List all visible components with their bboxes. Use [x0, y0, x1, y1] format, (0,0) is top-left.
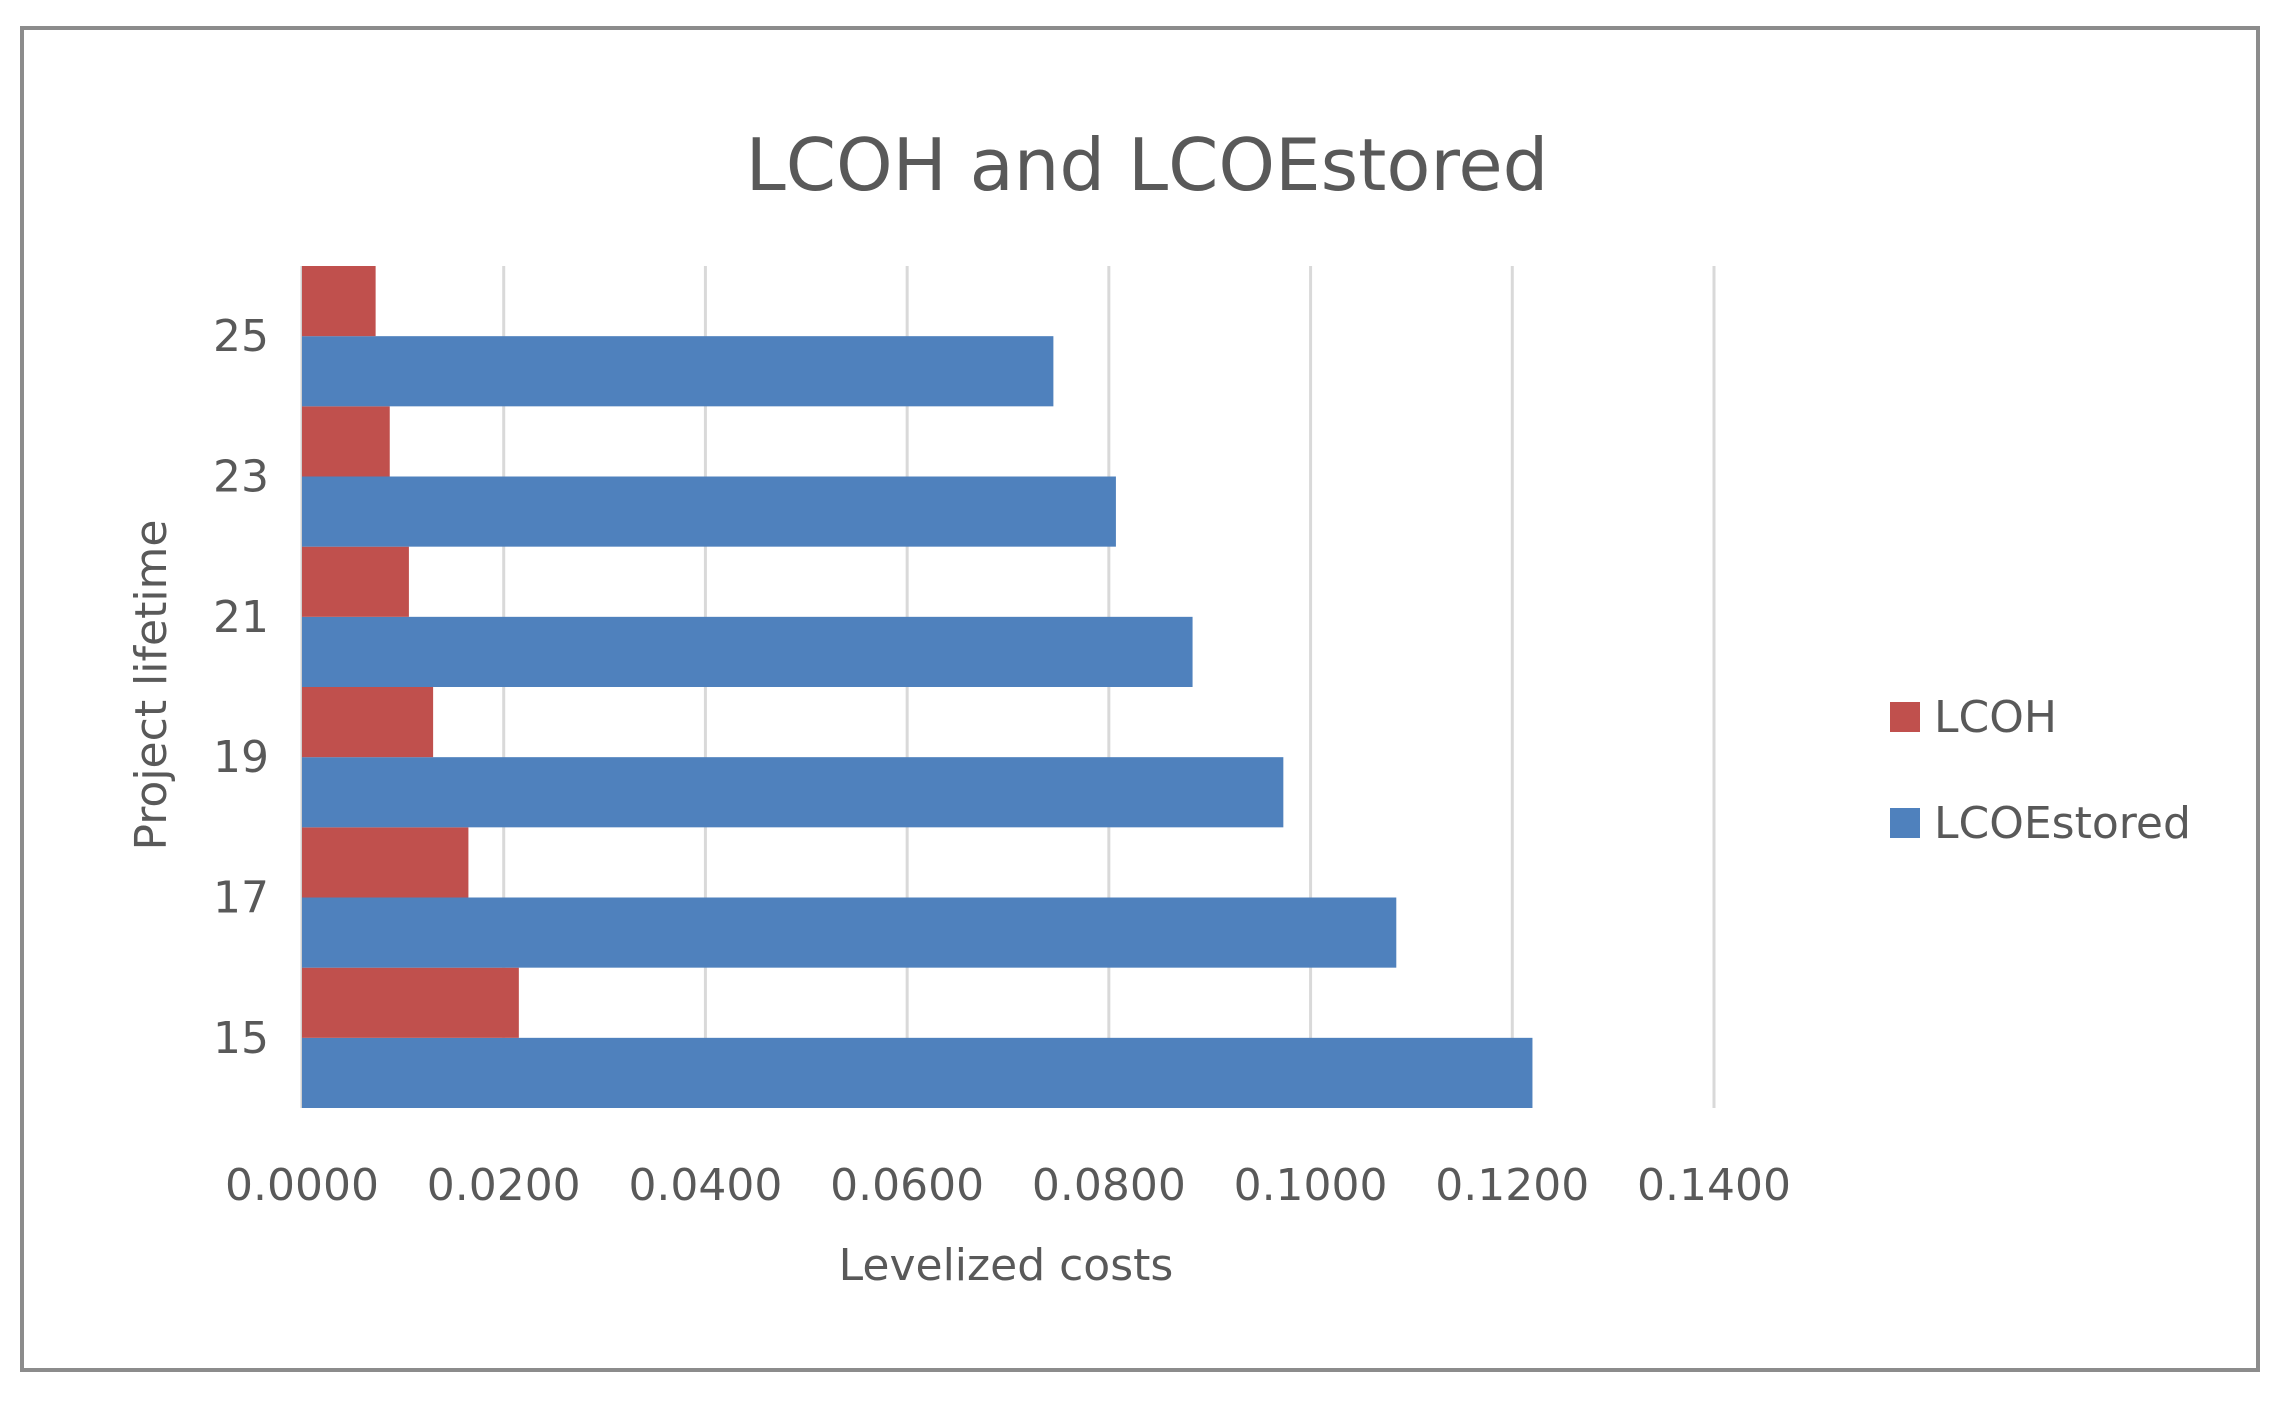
bar-lcoh-17 [302, 827, 469, 898]
bar-lcoestored-19 [302, 757, 1284, 828]
bar-lcoh-21 [302, 546, 409, 617]
x-tick-labels: 0.0000 0.0200 0.0400 0.0600 0.0800 0.1000 0.12… [225, 1160, 1791, 1211]
y-tick-label-17: 17 [213, 873, 269, 924]
bar-lcoh-19 [302, 687, 434, 758]
x-tick-label-4: 0.0800 [1032, 1160, 1186, 1211]
y-tick-label-21: 21 [213, 592, 269, 643]
bar-lcoestored-17 [302, 897, 1397, 968]
legend: LCOH LCOEstored [1890, 692, 2191, 849]
x-tick-label-0: 0.0000 [225, 1160, 379, 1211]
y-tick-label-23: 23 [213, 452, 269, 503]
bar-lcoh-15 [302, 967, 519, 1038]
legend-swatch-lcoh [1890, 702, 1920, 732]
x-tick-label-5: 0.1000 [1234, 1160, 1388, 1211]
bar-lcoh-23 [302, 406, 390, 477]
legend-label-lcoh: LCOH [1934, 692, 2057, 743]
y-tick-labels: 15 17 19 21 23 25 [213, 311, 269, 1064]
y-tick-label-25: 25 [213, 311, 269, 362]
bar-lcoestored-21 [302, 616, 1193, 687]
legend-swatch-lcoestored [1890, 808, 1920, 838]
x-tick-label-7: 0.1400 [1637, 1160, 1791, 1211]
chart-frame: LCOH and LCOEstored 15 17 19 21 23 25 0.0000 0… [20, 26, 2260, 1372]
x-tick-label-1: 0.0200 [427, 1160, 581, 1211]
x-axis-label: Levelized costs [839, 1240, 1174, 1291]
x-tick-label-6: 0.1200 [1435, 1160, 1589, 1211]
chart-title: LCOH and LCOEstored [746, 123, 1549, 207]
bar-lcoestored-23 [302, 476, 1116, 547]
y-tick-label-15: 15 [213, 1013, 269, 1064]
y-tick-label-19: 19 [213, 732, 269, 783]
bars [302, 266, 1533, 1108]
bar-lcoestored-25 [302, 336, 1054, 407]
bar-lcoh-25 [302, 266, 376, 337]
x-tick-label-2: 0.0400 [628, 1160, 782, 1211]
legend-label-lcoestored: LCOEstored [1934, 798, 2191, 849]
x-tick-label-3: 0.0600 [830, 1160, 984, 1211]
bar-lcoestored-15 [302, 1037, 1533, 1108]
y-axis-label: Project lifetime [126, 520, 177, 851]
